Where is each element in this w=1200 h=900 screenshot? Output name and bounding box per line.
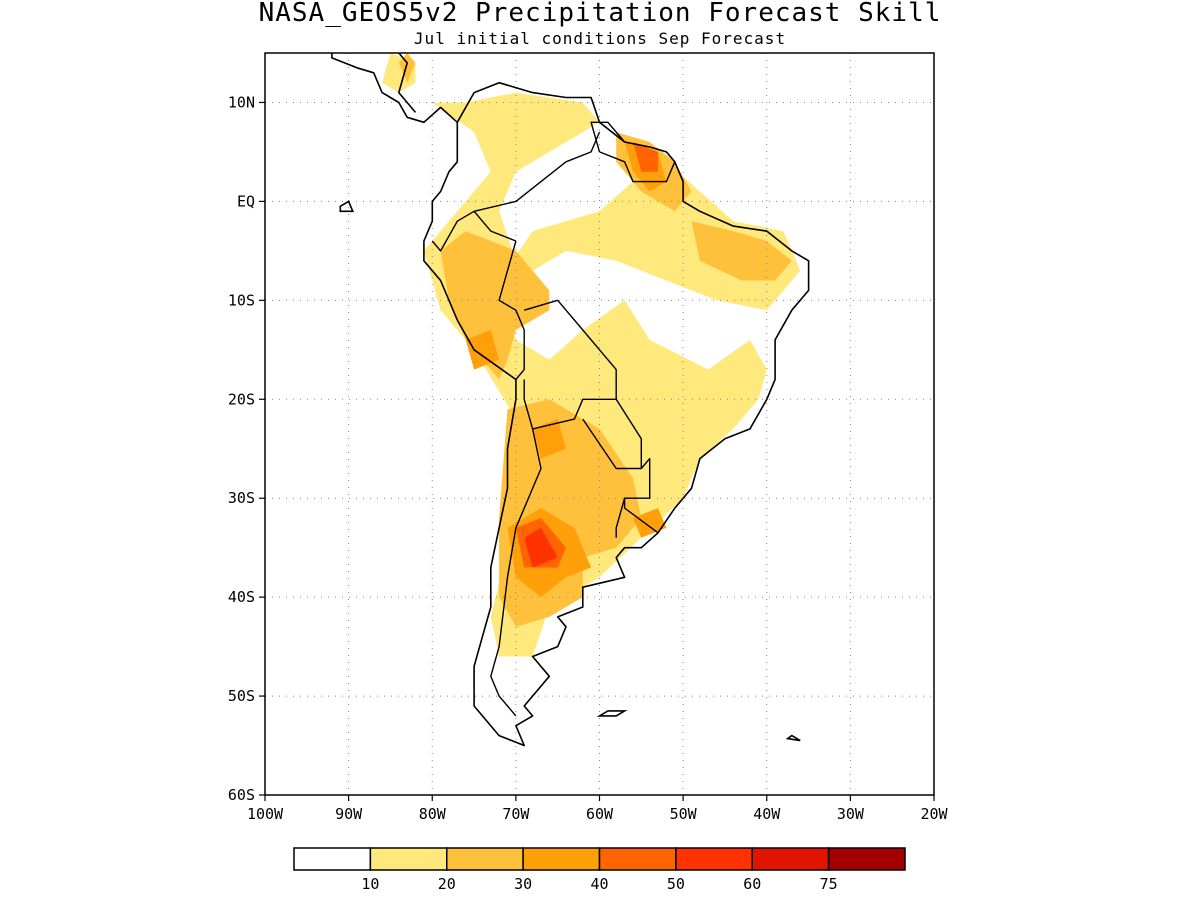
- lat-tick-label: 10S: [228, 291, 255, 309]
- lat-tick-label: 40S: [228, 588, 255, 606]
- lon-tick-label: 40W: [753, 805, 781, 823]
- country-border: [490, 428, 542, 717]
- country-borders: [431, 121, 676, 717]
- colorbar-label: 75: [820, 875, 838, 893]
- skill-region: [633, 508, 667, 538]
- skill-region: [633, 142, 658, 172]
- latitude-axis: 10N EQ 10S 20S 30S 40S 50S 60S: [228, 93, 265, 804]
- colorbar-label: 10: [361, 875, 379, 893]
- country-border: [498, 240, 525, 380]
- country-border: [590, 121, 626, 153]
- colorbar-label: 50: [667, 875, 685, 893]
- skill-shading: [382, 53, 801, 657]
- lon-tick-label: 20W: [920, 805, 948, 823]
- island-coastline: [339, 200, 355, 213]
- skill-region: [423, 92, 801, 657]
- south-america-coastline: [423, 81, 810, 747]
- lon-tick-label: 80W: [419, 805, 447, 823]
- central-america-coastline: [331, 53, 458, 124]
- lon-tick-label: 60W: [586, 805, 614, 823]
- skill-region: [440, 231, 550, 380]
- country-border: [623, 457, 659, 534]
- lon-tick-label: 30W: [837, 805, 865, 823]
- colorbar-swatch: [446, 847, 524, 871]
- lat-tick-label: 50S: [228, 687, 255, 705]
- skill-region: [532, 419, 566, 459]
- lon-tick-label: 100W: [247, 805, 284, 823]
- coastlines: [331, 0, 810, 747]
- map-subtitle: Jul initial conditions Sep Forecast: [413, 29, 787, 48]
- colorbar-label: 40: [590, 875, 608, 893]
- lat-tick-label: 30S: [228, 489, 255, 507]
- colorbar-swatch: [293, 847, 372, 871]
- island-coastline: [785, 734, 801, 742]
- country-border: [615, 498, 626, 538]
- longitude-axis: 100W 90W 80W 70W 60W 50W 40W 30W 20W: [247, 795, 949, 823]
- lat-tick-label: 20S: [228, 390, 255, 408]
- lat-tick-label: 10N: [228, 93, 255, 111]
- lon-tick-label: 50W: [670, 805, 698, 823]
- colorbar-swatch: [522, 847, 601, 871]
- country-border: [431, 210, 517, 252]
- colorbar-swatch: [369, 847, 448, 871]
- colorbar-swatch: [598, 847, 677, 871]
- colorbar-swatch: [751, 847, 830, 871]
- map-title: NASA_GEOS5v2 Precipitation Forecast Skil…: [258, 0, 942, 28]
- skill-region: [398, 53, 416, 83]
- skill-region: [524, 527, 558, 568]
- lon-tick-label: 90W: [335, 805, 363, 823]
- caribbean-coastline: [390, 0, 474, 9]
- colorbar-swatch: [827, 847, 906, 871]
- lat-tick-label: EQ: [237, 192, 255, 210]
- country-border: [599, 151, 676, 183]
- colorbar: 10 20 30 40 50 60 75: [293, 847, 906, 893]
- gridlines: [264, 53, 935, 796]
- colorbar-swatch: [675, 847, 753, 871]
- skill-region: [465, 330, 500, 370]
- skill-region: [691, 221, 792, 281]
- colorbar-label: 60: [743, 875, 761, 893]
- lon-tick-label: 70W: [502, 805, 530, 823]
- island-coastline: [596, 710, 628, 717]
- colorbar-label: 30: [514, 875, 532, 893]
- colorbar-label: 20: [438, 875, 456, 893]
- country-border: [473, 131, 601, 212]
- lat-tick-label: 60S: [228, 786, 255, 804]
